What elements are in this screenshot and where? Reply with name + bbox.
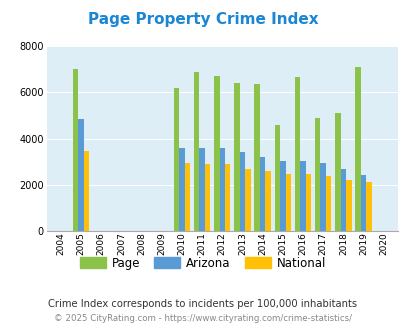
Bar	[239, 152, 245, 231]
Bar	[340, 169, 345, 231]
Bar	[294, 77, 300, 231]
Bar	[234, 83, 239, 231]
Bar	[83, 151, 89, 231]
Bar	[335, 113, 340, 231]
Bar	[72, 69, 78, 231]
Bar	[285, 174, 290, 231]
Bar	[259, 157, 265, 231]
Bar	[279, 160, 285, 231]
Bar	[265, 171, 270, 231]
Bar	[199, 148, 204, 231]
Bar	[78, 119, 83, 231]
Bar	[213, 76, 219, 231]
Legend: Page, Arizona, National: Page, Arizona, National	[80, 257, 325, 270]
Bar	[300, 161, 305, 231]
Text: © 2025 CityRating.com - https://www.cityrating.com/crime-statistics/: © 2025 CityRating.com - https://www.city…	[54, 314, 351, 323]
Bar	[179, 148, 184, 231]
Bar	[345, 180, 351, 231]
Bar	[365, 182, 371, 231]
Bar	[184, 163, 190, 231]
Bar	[224, 164, 230, 231]
Bar	[305, 174, 310, 231]
Text: Crime Index corresponds to incidents per 100,000 inhabitants: Crime Index corresponds to incidents per…	[48, 299, 357, 309]
Bar	[325, 176, 330, 231]
Bar	[219, 148, 224, 231]
Bar	[194, 72, 199, 231]
Bar	[314, 118, 320, 231]
Bar	[245, 169, 250, 231]
Bar	[254, 84, 259, 231]
Bar	[320, 163, 325, 231]
Bar	[173, 88, 179, 231]
Bar	[354, 67, 360, 231]
Bar	[360, 175, 365, 231]
Bar	[204, 164, 210, 231]
Bar	[274, 125, 279, 231]
Text: Page Property Crime Index: Page Property Crime Index	[87, 12, 318, 26]
